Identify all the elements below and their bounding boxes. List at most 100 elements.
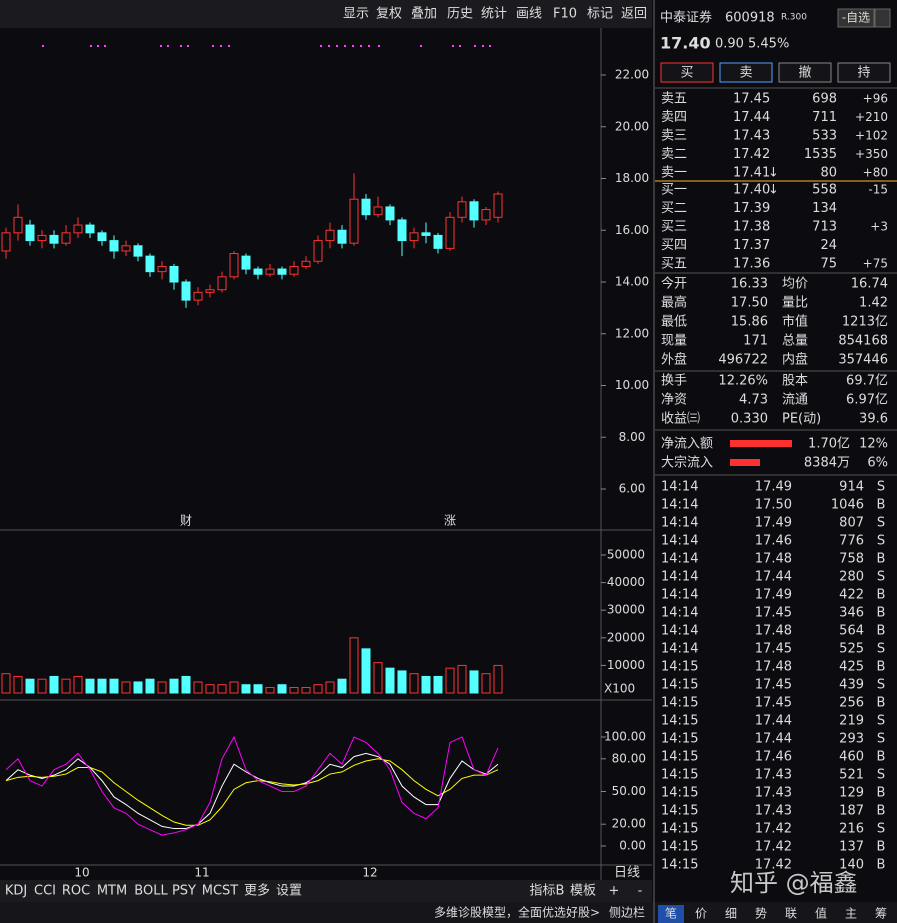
trade-button[interactable]: 卖 (739, 66, 752, 81)
book-level: 买五 (661, 257, 687, 272)
y-tick-label: 30000 (607, 603, 645, 617)
indicator-tab[interactable]: 设置 (276, 884, 302, 899)
indicator-tab[interactable]: PSY (172, 884, 196, 899)
trade-volume: 1046 (831, 498, 864, 513)
volume-bar (157, 681, 167, 694)
trade-time: 14:14 (661, 570, 698, 585)
tab-selected-bg (658, 905, 684, 923)
stock-code: 600918 (725, 11, 775, 26)
stat-value: 15.86 (731, 315, 768, 330)
trade-price: 17.46 (755, 534, 792, 549)
stat-label: 今开 (661, 276, 687, 292)
candle-body (349, 198, 359, 244)
trade-volume: 525 (839, 642, 864, 657)
book-price: 17.43 (733, 129, 770, 144)
book-price: 17.44 (733, 110, 770, 125)
trade-side: B (877, 858, 886, 873)
trade-price: 17.42 (755, 858, 792, 873)
detail-tab[interactable]: 筹 (875, 907, 887, 921)
candle-body (97, 232, 107, 242)
toolbar-button[interactable]: 返回 (621, 7, 647, 22)
trade-volume: 439 (839, 678, 864, 693)
trade-price: 17.42 (755, 822, 792, 837)
trade-price: 17.49 (755, 516, 792, 531)
trade-time: 14:15 (661, 786, 698, 801)
y-tick-label: 10000 (607, 658, 645, 672)
toolbar-button[interactable]: 画线 (516, 7, 542, 22)
stat-value: 6.97亿 (846, 393, 888, 408)
volume-bar (169, 678, 179, 694)
detail-tab[interactable]: 联 (785, 907, 797, 921)
indicator-tab[interactable]: BOLL (134, 884, 168, 899)
trade-time: 14:15 (661, 750, 698, 765)
indicator-tab[interactable]: 更多 (244, 883, 270, 899)
detail-tab[interactable]: 值 (815, 906, 827, 921)
trade-volume: 219 (839, 714, 864, 729)
book-level: 卖四 (661, 110, 687, 125)
candle-body (325, 229, 335, 242)
trade-button[interactable]: 撤 (798, 65, 811, 81)
stock-name: 中泰证券 (660, 10, 712, 26)
tool-button[interactable]: 模板 (570, 884, 596, 899)
candle-body (445, 216, 455, 249)
volume-bar (349, 637, 359, 694)
tool-button[interactable]: + (609, 884, 620, 899)
indicator-tab[interactable]: MCST (202, 884, 239, 899)
trade-button[interactable]: 持 (857, 66, 870, 81)
toolbar-button[interactable]: F10 (553, 7, 577, 22)
trade-side: S (877, 678, 885, 693)
indicator-tab[interactable]: MTM (97, 884, 127, 899)
trade-price: 17.48 (755, 660, 792, 675)
detail-tab[interactable]: 势 (755, 907, 767, 921)
book-volume: 24 (820, 238, 837, 253)
volume-bar (97, 678, 107, 694)
book-level: 买三 (661, 220, 687, 235)
indicator-tab[interactable]: CCI (34, 884, 56, 899)
volume-bar (25, 678, 35, 694)
volume-bar (385, 667, 395, 694)
tool-button[interactable]: - (638, 884, 643, 899)
tool-button[interactable]: 指标B (530, 884, 565, 899)
book-level: 卖二 (661, 147, 687, 162)
volume-bar (109, 678, 119, 694)
toolbar-button[interactable]: 显示 (343, 7, 369, 22)
detail-tab[interactable]: 主 (845, 907, 857, 921)
indicator-tab[interactable]: ROC (62, 884, 90, 899)
trade-volume: 129 (839, 786, 864, 801)
candle-body (25, 224, 35, 242)
toolbar-button[interactable]: 标记 (587, 7, 613, 22)
y-tick-label: 6.00 (619, 482, 646, 496)
toolbar-bg (0, 0, 652, 28)
trade-price: 17.49 (755, 588, 792, 603)
y-tick-label: 18.00 (615, 171, 649, 185)
toolbar-button[interactable]: 统计 (481, 7, 507, 22)
sidebar-button[interactable]: 侧边栏 (609, 905, 645, 920)
trade-side: S (877, 732, 885, 747)
detail-tab[interactable]: 细 (725, 907, 737, 921)
watch-button[interactable]: -自选 (842, 11, 870, 25)
trade-price: 17.45 (755, 606, 792, 621)
volume-bar (325, 681, 335, 694)
promo-link[interactable]: 多维诊股模型，全面优选好股> (434, 905, 600, 920)
stat-value: 854168 (838, 334, 888, 349)
detail-tab[interactable]: 价 (695, 907, 707, 921)
trade-time: 14:14 (661, 480, 698, 495)
candle-body (181, 281, 191, 301)
candle-body (397, 219, 407, 242)
volume-bar (457, 664, 467, 694)
trade-time: 14:15 (661, 678, 698, 693)
candle-body (481, 209, 491, 221)
candle-body (13, 216, 23, 234)
book-volume: 698 (812, 92, 837, 107)
trade-button[interactable]: 买 (680, 66, 693, 81)
price-pct: 5.45% (748, 37, 789, 52)
volume-bar (373, 662, 383, 694)
trade-side: B (877, 624, 886, 639)
detail-tab[interactable]: 笔 (665, 906, 677, 921)
toolbar-button[interactable]: 叠加 (411, 7, 437, 22)
indicator-tab[interactable]: KDJ (5, 884, 27, 899)
toolbar-button[interactable]: 历史 (447, 7, 473, 22)
book-level: 卖三 (661, 129, 687, 144)
x-tick-label: 12 (362, 866, 377, 880)
toolbar-button[interactable]: 复权 (376, 6, 402, 22)
